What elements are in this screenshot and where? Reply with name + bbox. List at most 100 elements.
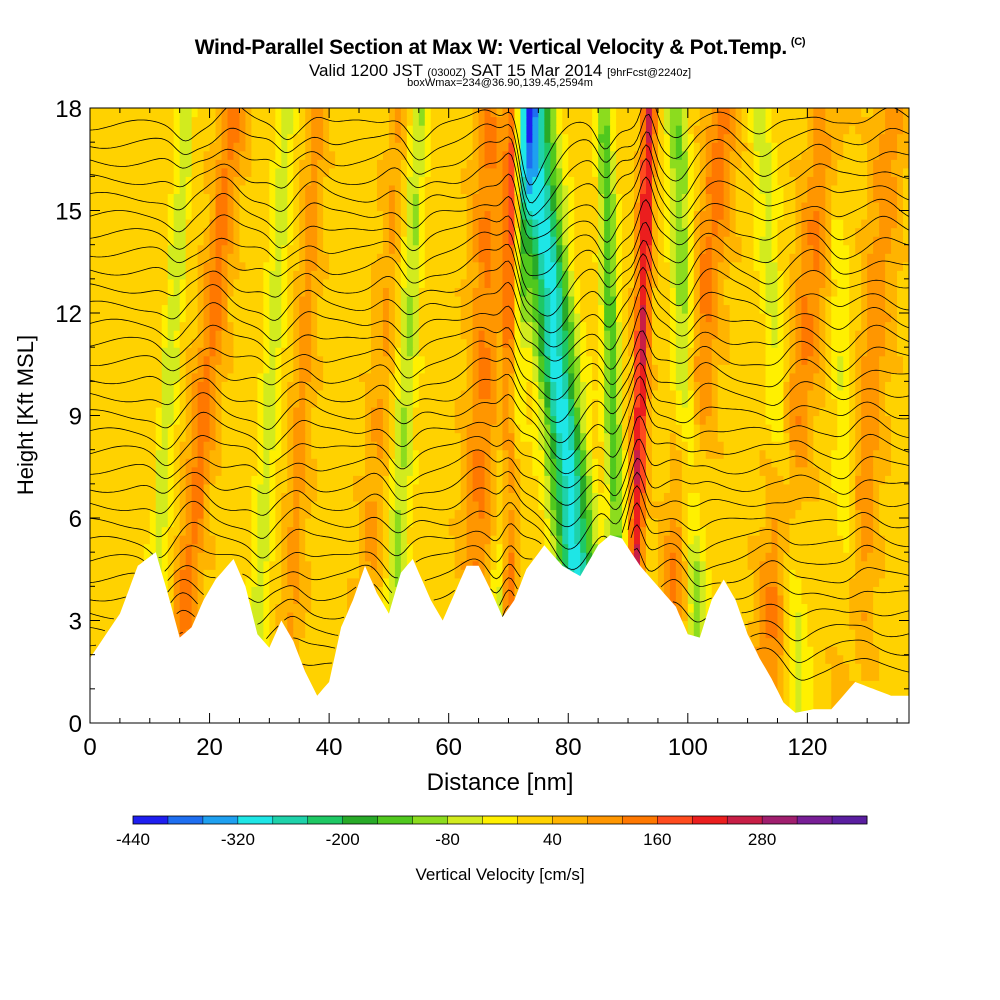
velocity-cell bbox=[897, 338, 909, 348]
velocity-cell bbox=[520, 142, 527, 152]
velocity-cell bbox=[263, 304, 270, 314]
velocity-cell bbox=[777, 569, 785, 579]
velocity-cell bbox=[227, 372, 258, 382]
velocity-cell bbox=[849, 475, 856, 485]
velocity-cell bbox=[239, 184, 270, 195]
velocity-cell bbox=[562, 330, 569, 340]
velocity-cell bbox=[209, 415, 217, 425]
velocity-cell bbox=[711, 116, 719, 126]
velocity-cell bbox=[568, 483, 575, 493]
velocity-cell bbox=[406, 219, 414, 229]
velocity-cell bbox=[544, 270, 557, 280]
velocity-cell bbox=[568, 415, 575, 425]
velocity-cell bbox=[580, 278, 599, 288]
velocity-cell bbox=[699, 313, 707, 323]
velocity-cell bbox=[777, 227, 797, 237]
velocity-cell bbox=[472, 372, 480, 382]
velocity-cell bbox=[209, 372, 217, 382]
velocity-cell bbox=[359, 526, 366, 536]
velocity-cell bbox=[568, 219, 575, 229]
velocity-cell bbox=[221, 355, 235, 365]
velocity-cell bbox=[293, 449, 306, 459]
velocity-cell bbox=[765, 586, 779, 596]
velocity-cell bbox=[562, 176, 575, 186]
velocity-cell bbox=[610, 176, 617, 186]
velocity-cell bbox=[311, 560, 360, 570]
velocity-cell bbox=[861, 441, 880, 451]
velocity-cell bbox=[490, 509, 498, 519]
velocity-cell bbox=[879, 518, 909, 528]
velocity-cell bbox=[598, 432, 605, 442]
velocity-cell bbox=[753, 253, 761, 263]
velocity-cell bbox=[311, 432, 366, 442]
velocity-cell bbox=[263, 355, 270, 365]
velocity-cell bbox=[669, 483, 683, 493]
velocity-cell bbox=[263, 347, 270, 357]
velocity-cell bbox=[293, 167, 300, 177]
velocity-cell bbox=[699, 389, 713, 400]
velocity-cell bbox=[514, 535, 522, 545]
velocity-cell bbox=[149, 509, 157, 519]
velocity-cell bbox=[891, 167, 904, 177]
velocity-cell bbox=[675, 295, 689, 306]
velocity-cell bbox=[855, 646, 880, 656]
velocity-cell bbox=[634, 415, 641, 425]
velocity-cell bbox=[514, 509, 522, 519]
velocity-cell bbox=[167, 483, 175, 493]
velocity-cell bbox=[645, 116, 653, 126]
velocity-cell bbox=[813, 680, 832, 690]
velocity-cell bbox=[651, 321, 671, 331]
velocity-cell bbox=[239, 227, 270, 237]
velocity-cell bbox=[299, 253, 306, 263]
velocity-cell bbox=[502, 389, 510, 400]
velocity-cell bbox=[370, 313, 384, 323]
velocity-cell bbox=[562, 142, 569, 152]
velocity-cell bbox=[305, 389, 318, 400]
velocity-cell bbox=[849, 611, 862, 622]
velocity-cell bbox=[317, 321, 372, 331]
velocity-cell bbox=[484, 449, 492, 459]
velocity-cell bbox=[622, 287, 629, 297]
velocity-cell bbox=[173, 389, 181, 400]
velocity-cell bbox=[651, 116, 659, 126]
velocity-cell bbox=[90, 406, 157, 417]
velocity-cell bbox=[550, 201, 557, 212]
velocity-cell bbox=[287, 535, 300, 545]
velocity-cell bbox=[412, 159, 426, 169]
velocity-cell bbox=[209, 492, 253, 502]
velocity-cell bbox=[795, 295, 802, 306]
velocity-cell bbox=[257, 543, 270, 553]
velocity-cell bbox=[496, 381, 504, 391]
velocity-cell bbox=[657, 184, 665, 195]
velocity-cell bbox=[849, 244, 856, 254]
velocity-cell bbox=[382, 304, 390, 314]
velocity-cell bbox=[173, 560, 181, 570]
velocity-cell bbox=[687, 594, 695, 605]
velocity-cell bbox=[616, 116, 641, 126]
velocity-cell bbox=[376, 193, 390, 203]
velocity-cell bbox=[532, 184, 545, 195]
velocity-cell bbox=[825, 304, 832, 314]
velocity-cell bbox=[90, 244, 169, 254]
velocity-cell bbox=[771, 142, 779, 152]
velocity-cell bbox=[418, 381, 468, 391]
velocity-cell bbox=[855, 492, 874, 502]
velocity-cell bbox=[418, 261, 426, 271]
velocity-cell bbox=[699, 236, 707, 246]
velocity-cell bbox=[466, 210, 474, 220]
velocity-cell bbox=[293, 210, 300, 220]
velocity-cell bbox=[275, 201, 288, 212]
velocity-cell bbox=[514, 577, 522, 587]
velocity-cell bbox=[807, 389, 826, 400]
velocity-cell bbox=[526, 389, 533, 400]
velocity-cell bbox=[287, 184, 294, 195]
velocity-cell bbox=[424, 116, 432, 126]
velocity-cell bbox=[167, 210, 175, 220]
velocity-cell bbox=[466, 219, 474, 229]
velocity-cell bbox=[520, 500, 539, 511]
velocity-cell bbox=[394, 449, 402, 459]
velocity-cell bbox=[879, 406, 886, 417]
velocity-cell bbox=[394, 406, 402, 417]
velocity-cell bbox=[610, 210, 617, 220]
velocity-cell bbox=[819, 210, 826, 220]
